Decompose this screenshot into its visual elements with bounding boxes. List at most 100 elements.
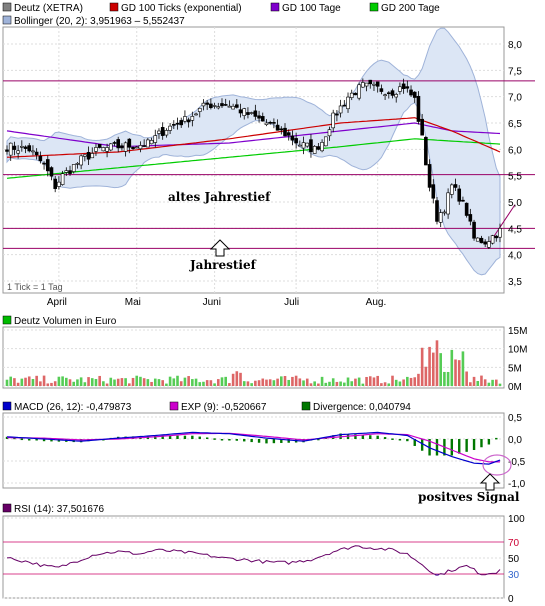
volume-bar [128, 383, 131, 386]
candle-body [20, 145, 24, 148]
candle-body [472, 221, 476, 239]
candle-body [453, 184, 458, 188]
volume-bar [157, 379, 161, 386]
volume-bar [20, 378, 24, 386]
volume-bar [87, 377, 90, 386]
candle-body [31, 150, 35, 153]
candle-body [216, 106, 221, 109]
candle-body [179, 120, 184, 126]
candle-body [368, 79, 373, 85]
candle-body [338, 105, 343, 114]
candle-body [386, 92, 391, 95]
candle-body [153, 135, 158, 143]
candle-body [146, 139, 150, 148]
volume-bar [494, 379, 498, 386]
volume-bar [13, 378, 16, 386]
bollinger-band [6, 27, 501, 276]
candles [5, 78, 502, 250]
divergence-bar [317, 438, 320, 441]
candle-body [168, 125, 172, 131]
divergence-bar [257, 439, 261, 443]
volume-bar [9, 376, 13, 386]
divergence-bar [213, 438, 216, 440]
candle-body [186, 119, 191, 123]
candle-body [361, 82, 365, 88]
volume-bar [317, 383, 320, 386]
rsi-y-tick-label: 100 [508, 514, 525, 525]
candle-body [42, 162, 46, 165]
volume-bar [124, 378, 127, 386]
candle-body [38, 155, 43, 162]
candle-body [353, 92, 358, 96]
candle-body [209, 103, 213, 109]
volume-bar [424, 366, 428, 386]
price-y-tick-label: 5,0 [508, 198, 522, 209]
candle-body [112, 142, 117, 144]
volume-bar [213, 383, 216, 386]
candle-body [5, 149, 9, 152]
volume-bar [283, 375, 287, 386]
legend-swatch-exp [169, 401, 179, 411]
volume-bar [176, 375, 179, 386]
candle-body [90, 153, 95, 159]
volume-bar [261, 378, 265, 386]
candle-body [290, 135, 295, 141]
price-y-tick-label: 8,0 [508, 40, 522, 51]
candle-body [320, 142, 324, 152]
macd-lines [6, 431, 501, 465]
up-arrow-icon-signal [479, 473, 501, 491]
divergence-bar [50, 439, 53, 442]
volume-bar [461, 351, 465, 386]
gd200-line [6, 138, 501, 179]
divergence-bar [450, 439, 454, 456]
volume-bar [469, 382, 472, 386]
volume-bar [228, 383, 231, 386]
price-y-tick-label: 6,5 [508, 119, 522, 130]
price-y-tick-label: 5,5 [508, 172, 522, 183]
candle-body [412, 91, 417, 98]
candle-body [238, 109, 243, 114]
volume-bar [24, 377, 27, 386]
divergence-bar [235, 439, 239, 441]
volume-bar [387, 383, 391, 386]
volume-bar [120, 378, 124, 386]
volume-bar [476, 380, 480, 386]
volume-bar [335, 381, 339, 386]
candle-body [120, 145, 124, 149]
candle-body [394, 94, 399, 98]
divergence-bar [205, 437, 209, 439]
candle-body [235, 104, 239, 108]
legend-gd200tage: GD 200 Tage [381, 3, 440, 14]
volume-bar [498, 383, 502, 386]
candle-body [23, 146, 28, 149]
candle-body [175, 122, 180, 125]
volume-bar [168, 376, 172, 386]
volume-bar [79, 377, 83, 386]
volume-bar [235, 371, 239, 386]
volume-bar [417, 373, 420, 386]
candle-body [8, 142, 13, 156]
candle-body [172, 124, 176, 126]
volume-bar [65, 377, 68, 386]
rsi-panel: 100 70 50 30 0 [2, 514, 525, 605]
volume-y-tick-label: 10M [508, 345, 527, 356]
macd-y-ticks: 0,5 0,0 -0,5 -1,0 [508, 413, 526, 490]
divergence-bar [480, 439, 483, 448]
candle-body [105, 147, 109, 152]
month-label: Juni [203, 297, 221, 308]
candle-body [34, 151, 39, 156]
volume-y-tick-label: 15M [508, 326, 527, 337]
volume-bar [398, 381, 402, 386]
candle-body [249, 112, 254, 114]
candle-body [409, 89, 413, 96]
candle-body [309, 139, 313, 153]
divergence-bar [243, 439, 246, 442]
volume-bar [254, 380, 257, 386]
volume-bar [268, 379, 272, 386]
legend-swatch-gd100tage [270, 2, 280, 12]
candle-body [12, 145, 17, 150]
divergence-bar [369, 435, 372, 439]
candle-body [131, 146, 135, 149]
candle-body [446, 192, 450, 215]
candle-body [86, 151, 91, 160]
